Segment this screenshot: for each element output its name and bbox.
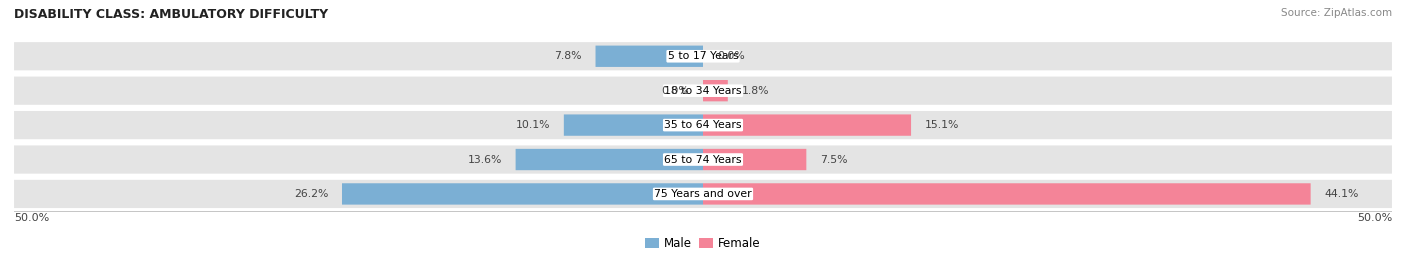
- Text: 0.0%: 0.0%: [661, 86, 689, 96]
- FancyBboxPatch shape: [14, 111, 1392, 139]
- Text: 7.5%: 7.5%: [820, 155, 848, 165]
- Text: 5 to 17 Years: 5 to 17 Years: [668, 51, 738, 61]
- Text: 35 to 64 Years: 35 to 64 Years: [664, 120, 742, 130]
- Text: 0.0%: 0.0%: [717, 51, 745, 61]
- FancyBboxPatch shape: [703, 114, 911, 136]
- Text: 1.8%: 1.8%: [741, 86, 769, 96]
- Text: 15.1%: 15.1%: [925, 120, 959, 130]
- FancyBboxPatch shape: [703, 183, 1310, 204]
- Text: 26.2%: 26.2%: [294, 189, 328, 199]
- FancyBboxPatch shape: [596, 46, 703, 67]
- Legend: Male, Female: Male, Female: [641, 233, 765, 255]
- FancyBboxPatch shape: [14, 146, 1392, 174]
- Text: 7.8%: 7.8%: [554, 51, 582, 61]
- Text: 75 Years and over: 75 Years and over: [654, 189, 752, 199]
- FancyBboxPatch shape: [342, 183, 703, 204]
- FancyBboxPatch shape: [516, 149, 703, 170]
- Text: 65 to 74 Years: 65 to 74 Years: [664, 155, 742, 165]
- FancyBboxPatch shape: [703, 149, 807, 170]
- FancyBboxPatch shape: [14, 42, 1392, 70]
- Text: DISABILITY CLASS: AMBULATORY DIFFICULTY: DISABILITY CLASS: AMBULATORY DIFFICULTY: [14, 8, 328, 21]
- FancyBboxPatch shape: [14, 180, 1392, 208]
- FancyBboxPatch shape: [14, 77, 1392, 105]
- Text: 44.1%: 44.1%: [1324, 189, 1358, 199]
- Text: 18 to 34 Years: 18 to 34 Years: [664, 86, 742, 96]
- FancyBboxPatch shape: [703, 80, 728, 101]
- FancyBboxPatch shape: [564, 114, 703, 136]
- Text: 13.6%: 13.6%: [467, 155, 502, 165]
- Text: 50.0%: 50.0%: [1357, 213, 1392, 223]
- Text: 50.0%: 50.0%: [14, 213, 49, 223]
- Text: 10.1%: 10.1%: [516, 120, 550, 130]
- Text: Source: ZipAtlas.com: Source: ZipAtlas.com: [1281, 8, 1392, 18]
